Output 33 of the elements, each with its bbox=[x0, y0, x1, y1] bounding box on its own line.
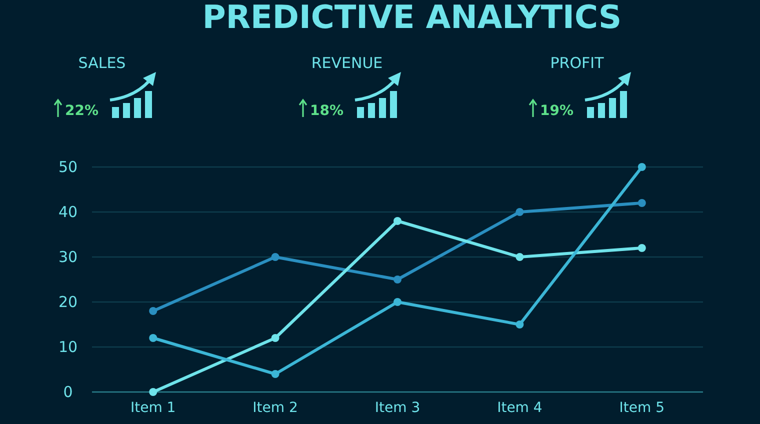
text: REVENUE bbox=[311, 54, 383, 72]
y-tick-label: 0 bbox=[63, 383, 73, 401]
point bbox=[516, 320, 524, 328]
chart-title: PREDICTIVE ANALYTICS bbox=[202, 0, 622, 36]
point bbox=[149, 388, 158, 396]
y-tick-label: 10 bbox=[58, 338, 78, 356]
point bbox=[394, 217, 402, 225]
y-tick-label: 40 bbox=[58, 203, 78, 221]
point bbox=[516, 253, 524, 261]
point bbox=[394, 298, 402, 306]
y-tick-label: 50 bbox=[58, 158, 78, 176]
point bbox=[638, 199, 646, 207]
point bbox=[271, 334, 280, 342]
x-tick-label: Item 4 bbox=[497, 400, 542, 416]
point bbox=[149, 334, 158, 342]
point bbox=[271, 253, 280, 261]
point bbox=[149, 307, 158, 315]
text: 22% bbox=[65, 103, 99, 119]
point bbox=[638, 163, 646, 171]
x-tick-label: Item 2 bbox=[252, 400, 298, 416]
text: SALES bbox=[78, 54, 126, 72]
text: 18% bbox=[310, 103, 344, 119]
x-tick-label: Item 5 bbox=[619, 400, 665, 416]
point bbox=[271, 370, 280, 378]
point bbox=[394, 276, 402, 284]
text: PROFIT bbox=[550, 54, 605, 72]
x-tick-label: Item 1 bbox=[130, 400, 176, 416]
x-tick-label: Item 3 bbox=[374, 400, 420, 416]
point bbox=[638, 244, 646, 252]
y-tick-label: 20 bbox=[58, 293, 78, 311]
y-tick-label: 30 bbox=[58, 248, 78, 266]
text: 19% bbox=[540, 103, 574, 119]
point bbox=[516, 208, 524, 216]
